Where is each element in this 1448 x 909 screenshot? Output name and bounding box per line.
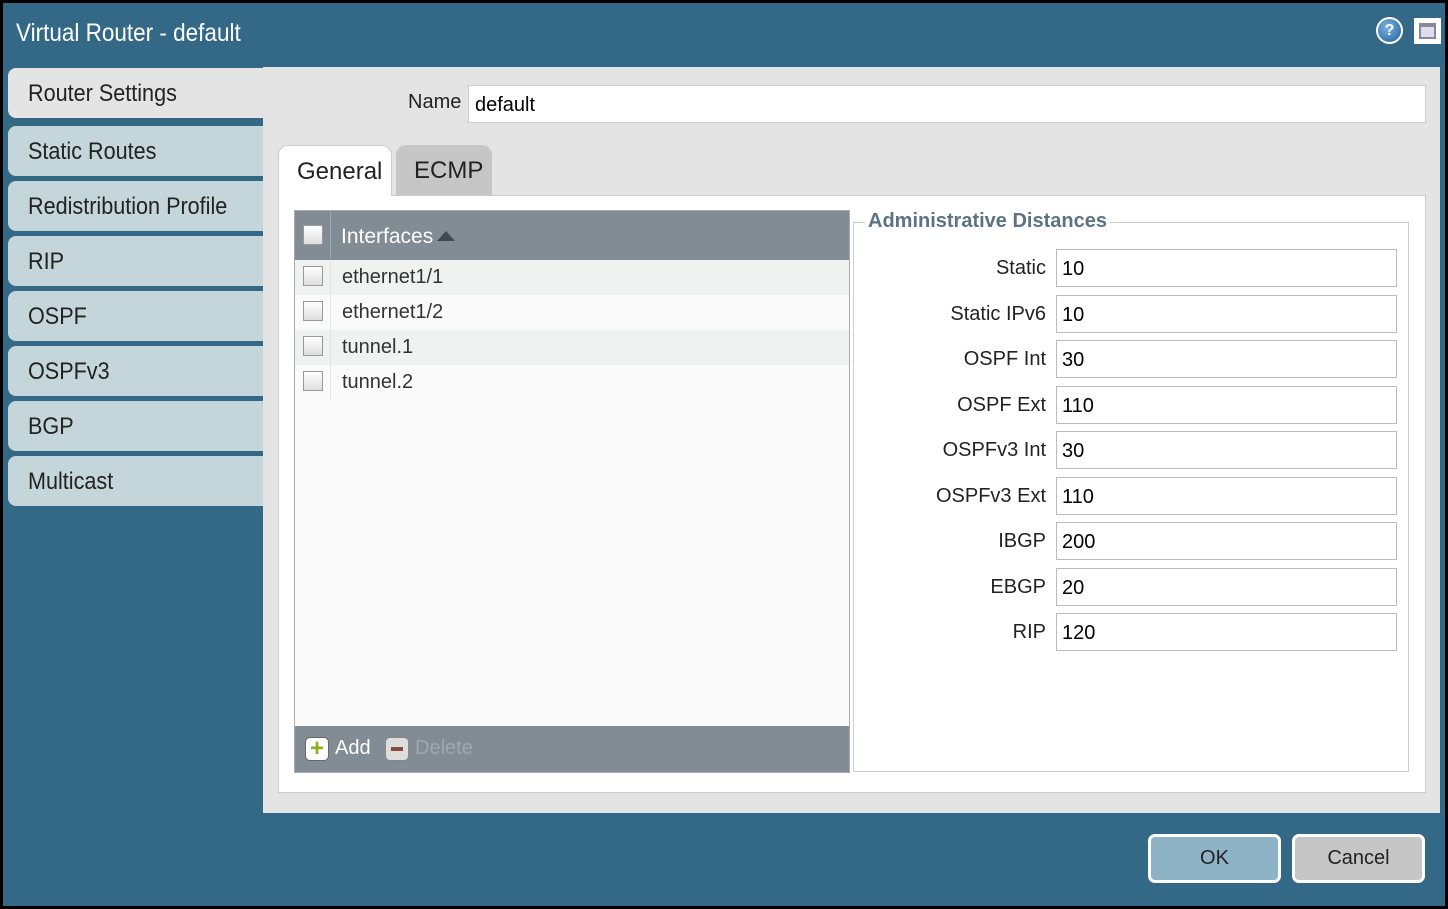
sidebar-item-label: OSPF <box>28 303 87 330</box>
table-row[interactable]: ethernet1/2 <box>295 295 849 330</box>
interface-name: tunnel.1 <box>342 336 414 358</box>
sidebar-item-ospf[interactable]: OSPF <box>8 291 263 341</box>
ok-button[interactable]: OK <box>1148 834 1281 883</box>
add-icon[interactable]: + <box>305 737 329 761</box>
distance-input[interactable]: 30 <box>1056 340 1397 378</box>
sidebar-item-rip[interactable]: RIP <box>8 236 263 286</box>
sidebar-item-bgp[interactable]: BGP <box>8 401 263 451</box>
distance-input[interactable]: 110 <box>1056 476 1397 515</box>
distance-label: OSPF Ext <box>957 393 1046 416</box>
help-icon[interactable]: ? <box>1376 17 1403 44</box>
distance-input[interactable]: 110 <box>1056 385 1397 424</box>
row-checkbox[interactable] <box>303 371 323 391</box>
sidebar-item-static-routes[interactable]: Static Routes <box>8 126 263 176</box>
row-checkbox[interactable] <box>303 266 323 286</box>
administrative-distances-fieldset <box>853 222 1409 772</box>
distance-input[interactable]: 10 <box>1056 249 1397 287</box>
distance-input[interactable]: 200 <box>1056 522 1397 560</box>
sidebar-item-label: BGP <box>28 413 74 440</box>
name-input[interactable]: default <box>468 85 1426 123</box>
administrative-distances-title: Administrative Distances <box>865 210 1110 233</box>
interface-name: tunnel.2 <box>342 371 414 393</box>
virtual-router-dialog: Virtual Router - default ? Router Settin… <box>3 3 1445 906</box>
distance-label: OSPFv3 Int <box>942 439 1046 461</box>
distance-label: IBGP <box>998 530 1046 552</box>
tab-general[interactable]: General <box>278 145 392 196</box>
distance-label: EBGP <box>990 575 1046 598</box>
table-row[interactable]: tunnel.1 <box>295 330 849 365</box>
sidebar-item-ospfv3[interactable]: OSPFv3 <box>8 346 263 396</box>
cancel-button[interactable]: Cancel <box>1292 834 1425 883</box>
interface-name: ethernet1/2 <box>342 301 444 323</box>
grid-header: Interfaces <box>295 211 849 260</box>
row-checkbox[interactable] <box>303 336 323 356</box>
sort-ascending-icon <box>437 231 455 241</box>
sidebar-item-redistribution-profile[interactable]: Redistribution Profile <box>8 181 263 231</box>
delete-button[interactable]: Delete <box>415 737 473 759</box>
distance-label: Static <box>995 257 1046 279</box>
table-row[interactable]: ethernet1/1 <box>295 260 849 295</box>
interfaces-column-header[interactable]: Interfaces <box>341 225 434 248</box>
sidebar-item-label: Static Routes <box>28 138 157 165</box>
distance-input[interactable]: 10 <box>1056 294 1397 333</box>
sidebar-item-label: RIP <box>28 248 65 275</box>
name-label: Name <box>408 91 462 113</box>
table-row[interactable]: tunnel.2 <box>295 365 849 400</box>
sidebar-item-label: Router Settings <box>28 80 177 107</box>
maximize-icon[interactable] <box>1414 18 1441 44</box>
interface-name: ethernet1/1 <box>342 266 444 288</box>
interfaces-grid: Interfaces ethernet1/1 ethernet1/2 tunnel.… <box>294 210 850 773</box>
add-button[interactable]: Add <box>335 737 371 759</box>
sidebar-item-multicast[interactable]: Multicast <box>8 456 263 506</box>
distance-label: OSPFv3 Ext <box>935 484 1046 507</box>
tab-ecmp[interactable]: ECMP <box>396 145 492 196</box>
distance-input[interactable]: 20 <box>1056 567 1397 606</box>
distance-input[interactable]: 30 <box>1056 431 1397 469</box>
sidebar-item-router-settings[interactable]: Router Settings <box>8 68 268 118</box>
general-tab-panel: Interfaces ethernet1/1 ethernet1/2 tunnel.… <box>278 195 1426 793</box>
select-all-checkbox[interactable] <box>303 225 323 245</box>
dialog-title: Virtual Router - default <box>16 19 241 47</box>
grid-toolbar: + Add Delete <box>295 726 849 772</box>
router-settings-panel: Name default General ECMP Interfaces eth… <box>263 67 1440 813</box>
distance-label: Static IPv6 <box>950 302 1046 325</box>
delete-icon <box>385 737 409 761</box>
distance-label: OSPF Int <box>963 348 1046 370</box>
row-checkbox[interactable] <box>303 301 323 321</box>
distance-label: RIP <box>1012 621 1046 643</box>
sidebar-item-label: Redistribution Profile <box>28 193 228 220</box>
sidebar-item-label: OSPFv3 <box>28 358 110 385</box>
sidebar-item-label: Multicast <box>28 468 114 495</box>
distance-input[interactable]: 120 <box>1056 613 1397 651</box>
